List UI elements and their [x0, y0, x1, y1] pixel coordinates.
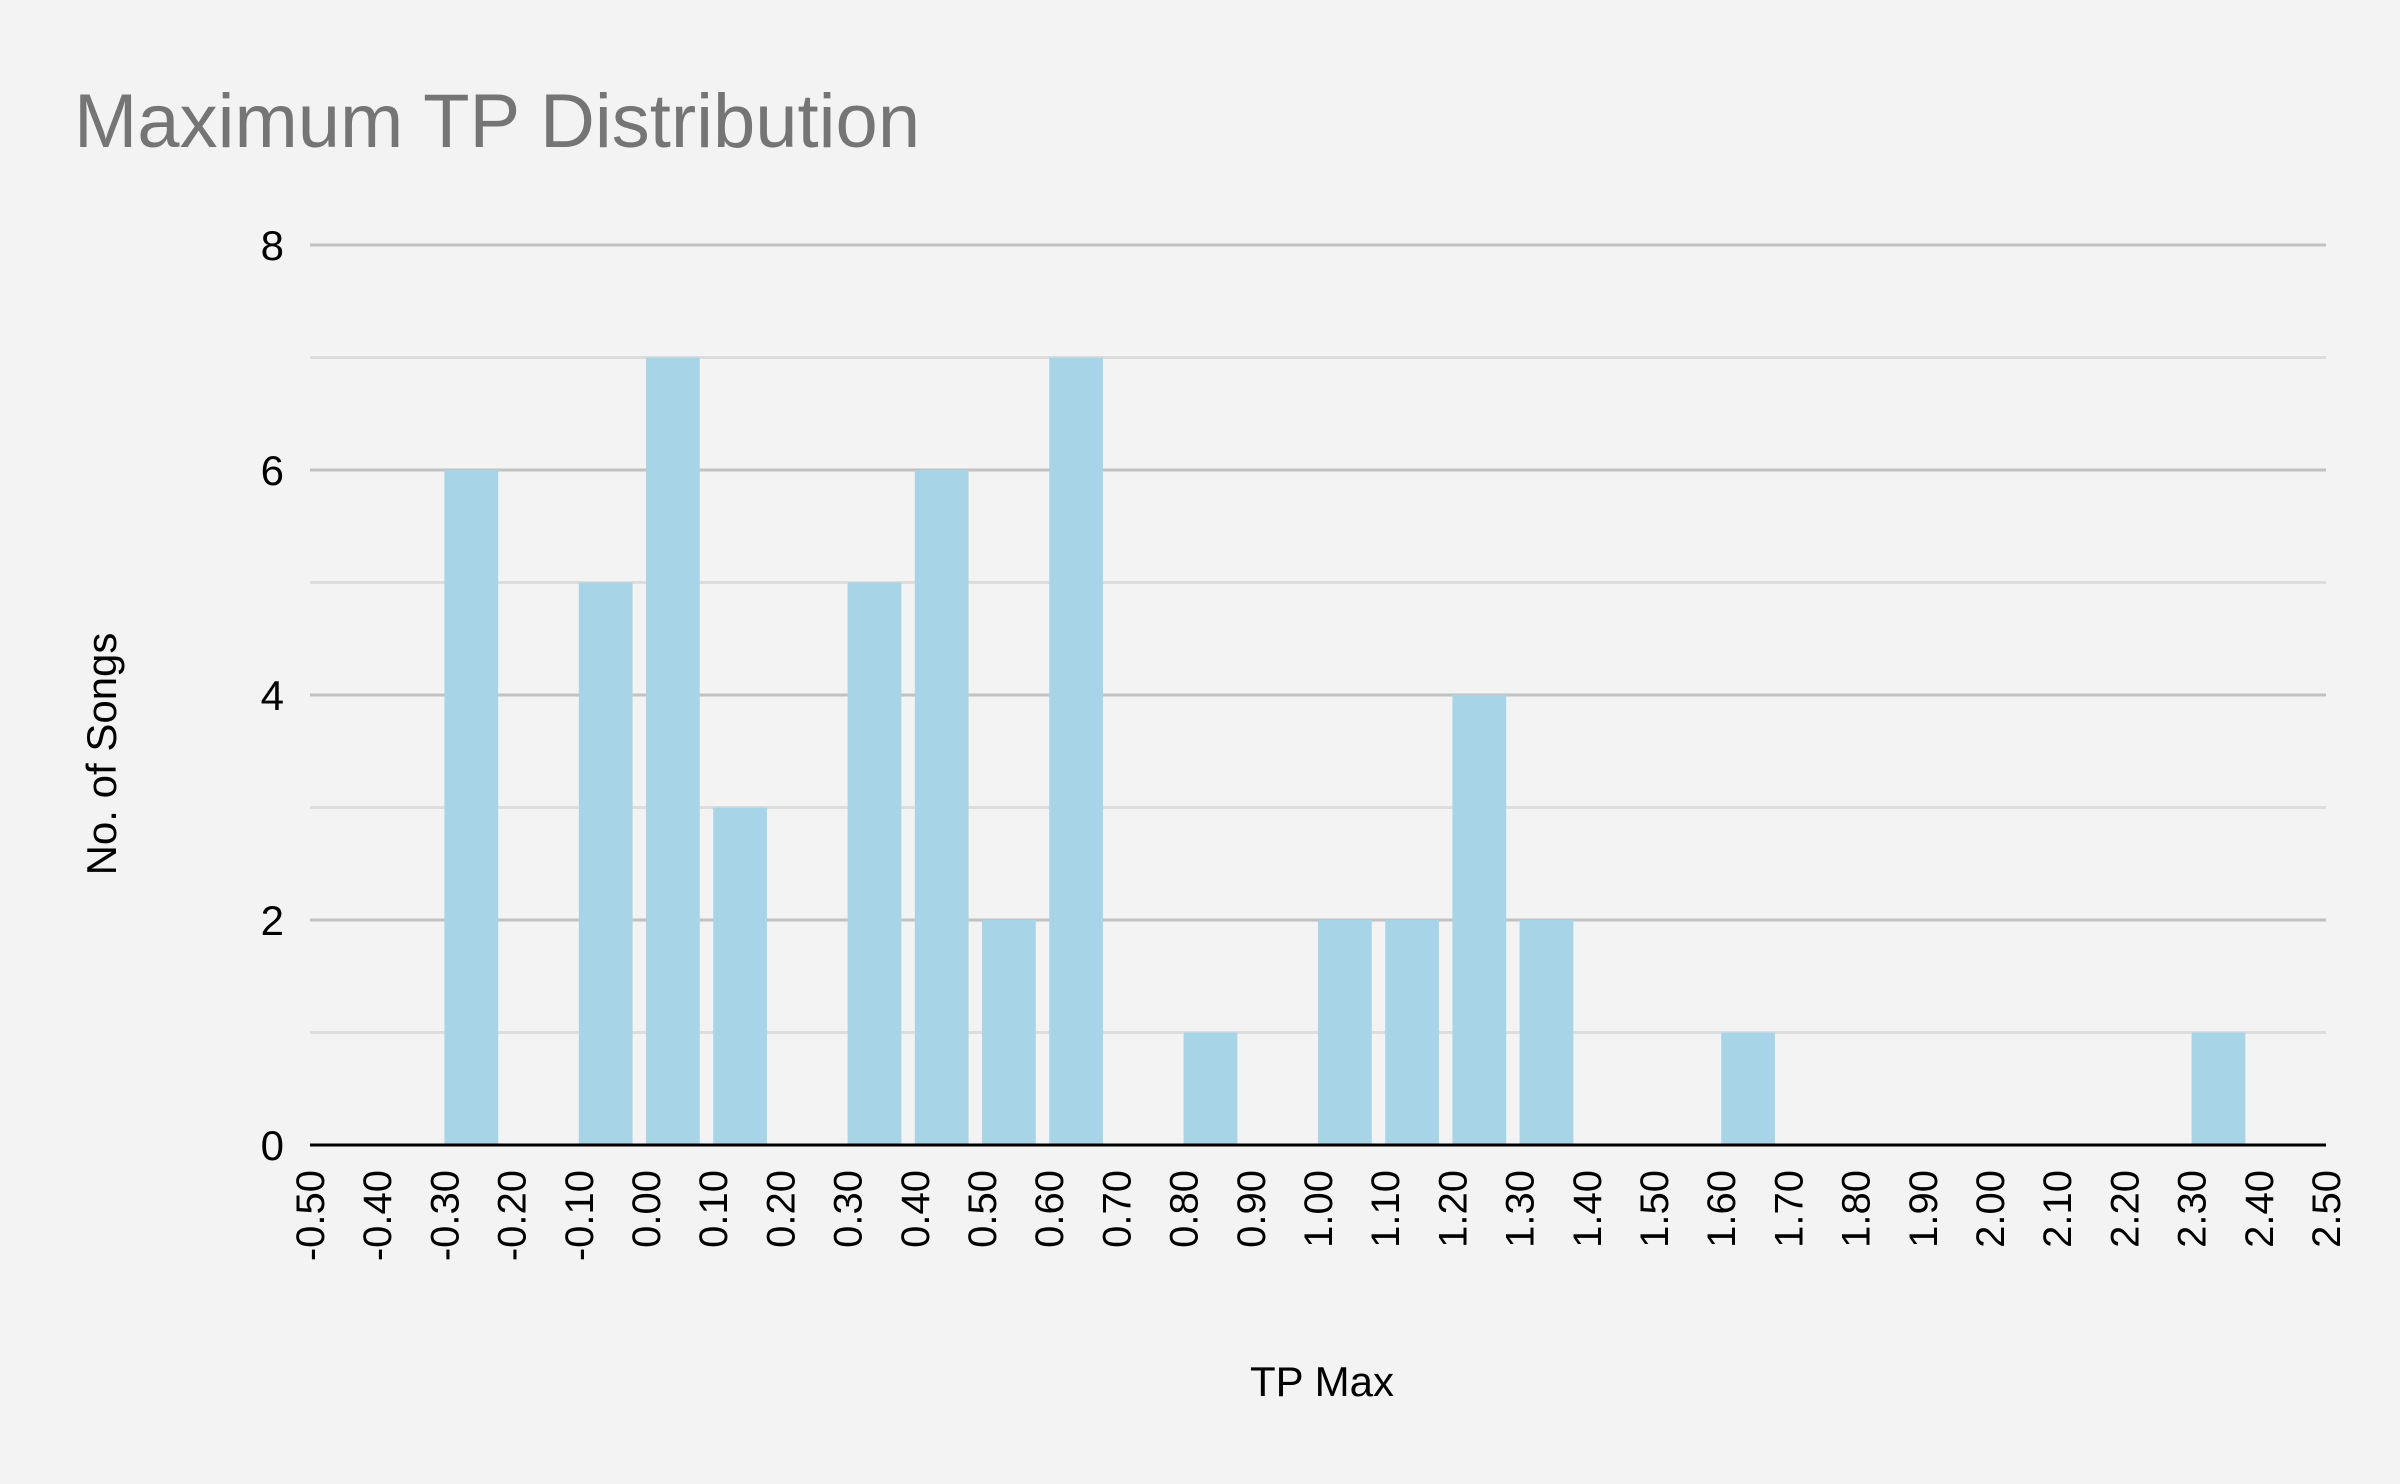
x-tick-label: 0.40: [894, 1170, 938, 1248]
x-tick-label: 2.30: [2171, 1170, 2215, 1248]
x-tick-label: 0.90: [1230, 1170, 1274, 1248]
histogram-bar: [982, 920, 1036, 1145]
x-tick-label: 0.80: [1163, 1170, 1207, 1248]
histogram-bar: [1385, 920, 1439, 1145]
x-tick-label: 1.00: [1297, 1170, 1341, 1248]
x-tick-label: -0.20: [491, 1170, 535, 1261]
x-tick-label: -0.40: [356, 1170, 400, 1261]
x-tick-label: 1.40: [1566, 1170, 1610, 1248]
histogram-bar: [646, 357, 700, 1145]
x-tick-labels: -0.50 -0.40 -0.30 -0.20 -0.10 0.00 0.10 0.20 0.3…: [289, 1170, 2349, 1261]
bars: [444, 357, 2246, 1145]
histogram-bar: [847, 582, 902, 1145]
y-tick-label: 0: [261, 1122, 284, 1169]
y-tick-labels: 0 2 4 6 8: [261, 222, 284, 1169]
histogram-bar: [1721, 1032, 1775, 1145]
chart-title: Maximum TP Distribution: [74, 79, 921, 164]
histogram-bar: [1183, 1032, 1238, 1145]
x-tick-label: 0.70: [1095, 1170, 1139, 1248]
x-tick-label: 1.10: [1364, 1170, 1408, 1248]
x-tick-label: 0.30: [827, 1170, 871, 1248]
histogram-bar: [444, 470, 499, 1145]
x-tick-label: 0.00: [625, 1170, 669, 1248]
x-tick-label: -0.30: [423, 1170, 467, 1261]
histogram-bar: [1452, 695, 1507, 1145]
histogram-bar: [1519, 920, 1574, 1145]
x-tick-label: 2.20: [2103, 1170, 2147, 1248]
y-tick-label: 6: [261, 447, 284, 494]
x-tick-label: 1.90: [1902, 1170, 1946, 1248]
histogram-bar: [578, 582, 633, 1145]
x-tick-label: -0.10: [558, 1170, 602, 1261]
x-tick-label: 2.50: [2305, 1170, 2349, 1248]
x-tick-label: 1.80: [1835, 1170, 1879, 1248]
x-tick-label: 1.70: [1767, 1170, 1811, 1248]
x-tick-label: 1.60: [1700, 1170, 1744, 1248]
x-axis-label: TP Max: [1250, 1358, 1394, 1405]
y-tick-label: 8: [261, 222, 284, 269]
x-tick-label: 0.10: [692, 1170, 736, 1248]
x-tick-label: 0.60: [1028, 1170, 1072, 1248]
x-tick-label: 0.20: [759, 1170, 803, 1248]
histogram-bar: [914, 470, 969, 1145]
y-axis-label: No. of Songs: [78, 633, 125, 876]
x-tick-label: 0.50: [961, 1170, 1005, 1248]
histogram-bar: [713, 807, 767, 1145]
x-tick-label: 1.20: [1431, 1170, 1475, 1248]
y-tick-label: 4: [261, 672, 284, 719]
histogram-bar: [2191, 1032, 2246, 1145]
x-tick-label: 2.10: [2036, 1170, 2080, 1248]
x-tick-label: 1.30: [1499, 1170, 1543, 1248]
histogram-bar: [1049, 357, 1103, 1145]
x-tick-label: -0.50: [289, 1170, 333, 1261]
x-tick-label: 1.50: [1633, 1170, 1677, 1248]
x-tick-label: 2.40: [2238, 1170, 2282, 1248]
x-tick-label: 2.00: [1969, 1170, 2013, 1248]
histogram-bar: [1318, 920, 1372, 1145]
y-tick-label: 2: [261, 897, 284, 944]
